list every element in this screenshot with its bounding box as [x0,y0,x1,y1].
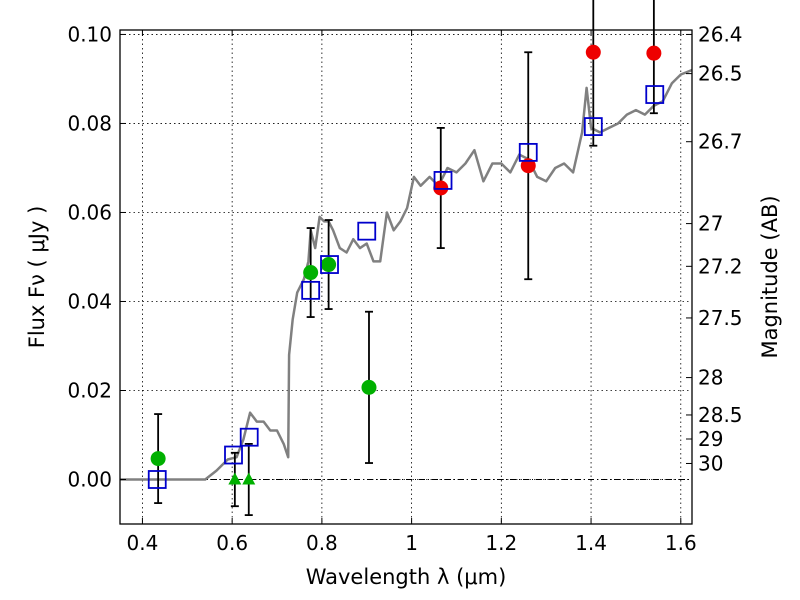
right-tick-label: 30 [698,451,723,475]
y-axis-label-right: Magnitude (AB) [758,195,782,358]
model-flux-square [583,117,603,136]
right-tick-label: 26.4 [698,22,743,46]
error-bars [154,0,658,516]
y-tick-label: 0.06 [67,200,112,224]
data-point-circle [303,265,319,281]
upper-limit-triangle [242,472,256,485]
y-tick-label: 0.04 [67,289,112,313]
x-tick-label: 0.4 [127,531,159,555]
y-tick-label: 0.02 [67,378,112,402]
x-tick-label: 1.6 [665,531,697,555]
data-markers [147,44,665,489]
data-point-circle [150,451,166,467]
right-tick-label: 26.5 [698,62,743,86]
x-tick-label: 1.2 [485,531,517,555]
right-tick-label: 27.5 [698,306,743,330]
model-spectrum [120,68,693,481]
model-flux-square [357,221,377,241]
data-point-circle [321,257,337,273]
model-flux-square [239,427,259,447]
data-point-circle [433,180,449,196]
model-flux-square [645,85,665,104]
data-point-circle [646,45,662,61]
y-tick-label: 0.00 [67,467,112,491]
y-axis-label-left: Flux Fν ( μJy ) [25,206,49,349]
x-tick-label: 1 [405,531,418,555]
plot-frame [119,29,693,525]
data-point-circle [585,44,601,60]
right-tick-label: 28 [698,366,723,390]
y-tick-label: 0.08 [67,111,112,135]
upper-limit-triangle [228,472,242,485]
model-spectrum-line [120,68,693,481]
x-tick-label: 1.4 [575,531,607,555]
data-point-circle [361,379,377,395]
model-flux-square [301,280,321,300]
axis-ticks: 0.4 0.6 0.8 1 1.2 1.4 1.6 0.00 0.02 0.04 0.06 0.08 0… [67,22,742,555]
right-tick-label: 26.7 [698,130,743,154]
model-flux-square [320,255,339,274]
y-tick-label: 0.10 [67,22,112,46]
grid [120,30,692,524]
model-flux-square [518,142,538,162]
x-tick-label: 0.8 [306,531,338,555]
right-tick-label: 27.2 [698,254,743,278]
x-tick-label: 0.6 [216,531,248,555]
right-tick-label: 27 [698,212,723,236]
data-point-circle [520,158,536,174]
x-axis-label: Wavelength λ (μm) [306,565,507,589]
model-flux-square [433,171,453,190]
right-tick-label: 29 [698,427,723,451]
model-flux-square [147,470,167,489]
model-flux-square [224,445,243,465]
right-tick-label: 28.5 [698,403,743,427]
